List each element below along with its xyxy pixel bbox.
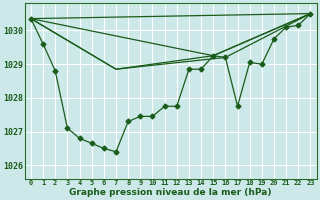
X-axis label: Graphe pression niveau de la mer (hPa): Graphe pression niveau de la mer (hPa) bbox=[69, 188, 272, 197]
